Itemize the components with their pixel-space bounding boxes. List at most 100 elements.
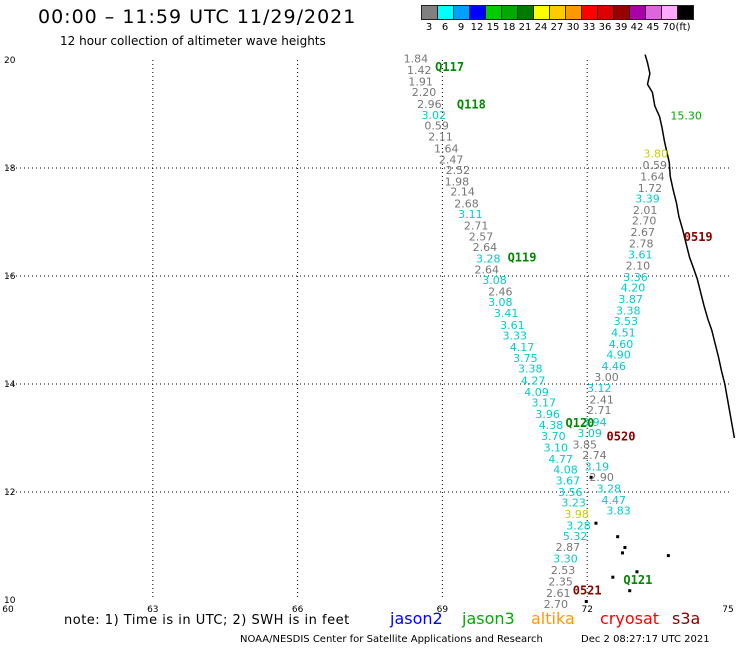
- wave-height-label: 3.38: [616, 304, 641, 317]
- wave-height-label: 2.87: [556, 541, 581, 554]
- wave-height-label: 3.98: [564, 508, 589, 521]
- wave-height-label: 3.85: [573, 438, 598, 451]
- wave-height-label: 4.09: [524, 386, 549, 399]
- island: [623, 546, 627, 549]
- wave-height-label: 4.27: [521, 375, 546, 388]
- pass-label: 0521: [573, 584, 602, 598]
- lat-tick-label: 16: [4, 272, 16, 282]
- wave-height-label: 1.91: [408, 75, 433, 88]
- legend-labels: 3 6 9 12 15 18 21 24 27 30 33 36 39 42 45 70 (ft): [421, 22, 740, 36]
- pass-label: Q118: [457, 98, 486, 112]
- lat-tick-label: 14: [4, 380, 16, 390]
- legend-tick-label: 21: [518, 22, 532, 33]
- wave-height-label: 3.33: [503, 330, 528, 343]
- legend-tick-label: 36: [598, 22, 612, 33]
- wave-height-label: 3.10: [544, 442, 569, 455]
- wave-height-label: 1.64: [434, 142, 459, 155]
- pass-label: Q121: [623, 573, 652, 587]
- mission-label: jason2: [390, 609, 443, 628]
- wave-height-label: 2.67: [630, 226, 655, 239]
- lat-tick-label: 18: [4, 164, 16, 174]
- wave-height-label: 2.90: [589, 471, 614, 484]
- wave-height-label: 1.84: [404, 53, 429, 66]
- coastline: [644, 54, 736, 439]
- legend-tick-label: 12: [470, 22, 484, 33]
- wave-height-label: 3.28: [597, 483, 622, 496]
- wave-height-label: 3.56: [558, 486, 583, 499]
- wave-height-label: 2.61: [546, 587, 571, 600]
- wave-height-label: 2.53: [551, 564, 576, 577]
- wave-height-label: 5.32: [563, 530, 588, 543]
- wave-height-label: 2.74: [582, 449, 607, 462]
- wave-height-label: 0.59: [643, 159, 668, 172]
- credit-text: NOAA/NESDIS Center for Satellite Applica…: [240, 634, 543, 645]
- island: [666, 554, 670, 558]
- mission-label: cryosat: [600, 609, 660, 628]
- color-legend: 3 6 9 12 15 18 21 24 27 30 33 36 39 42 45 70 (ft): [421, 5, 694, 33]
- lon-tick-label: 75: [722, 605, 733, 615]
- wave-height-label: 2.71: [464, 220, 489, 233]
- wave-height-label: 3.28: [566, 519, 591, 532]
- legend-tick-label: 45: [646, 22, 660, 33]
- wave-height-label: 2.20: [412, 86, 437, 99]
- wave-height-label: 3.83: [606, 505, 631, 518]
- wave-height-label: 2.11: [428, 130, 453, 143]
- wave-height-label: 4.46: [601, 360, 626, 373]
- wave-height-label: 3.61: [628, 249, 653, 262]
- wave-height-label: 2.78: [629, 237, 654, 250]
- wave-height-label: 2.68: [454, 197, 479, 210]
- wave-height-label: 3.38: [518, 363, 543, 376]
- legend-tick-label: 24: [534, 22, 548, 33]
- wave-height-label: 3.08: [488, 296, 513, 309]
- wave-height-label: 3.12: [587, 382, 612, 395]
- island: [616, 535, 620, 539]
- legend-tick-label: 9: [457, 22, 465, 33]
- wave-height-label: 2.52: [446, 164, 471, 177]
- wave-height-label: 3.23: [561, 497, 586, 510]
- wave-height-label: 4.60: [609, 338, 634, 351]
- pass-label: 0520: [607, 430, 636, 444]
- lat-tick-label: 20: [4, 56, 16, 66]
- pass-label: Q117: [435, 60, 464, 74]
- island: [589, 475, 593, 479]
- wave-height-label: 4.08: [553, 464, 578, 477]
- legend-tick-label: 42: [630, 22, 644, 33]
- wave-height-label: 3.28: [476, 253, 501, 266]
- wave-height-label: 3.17: [532, 397, 557, 410]
- pass-label: Q120: [566, 416, 595, 430]
- legend-tick-label: 27: [550, 22, 564, 33]
- lat-tick-label: 10: [4, 596, 16, 606]
- wave-height-label: 2.35: [548, 575, 573, 588]
- wave-height-label: 3.61: [500, 319, 525, 332]
- wave-height-label: 3.67: [556, 474, 581, 487]
- wave-height-label: 2.57: [469, 230, 494, 243]
- wave-height-label: 3.53: [614, 315, 639, 328]
- wave-height-label: 3.30: [553, 553, 578, 566]
- lon-tick-label: 63: [147, 605, 158, 615]
- legend-tick-label: 70: [662, 22, 676, 33]
- legend-tick-label: 3: [425, 22, 433, 33]
- wave-height-label: 2.10: [626, 260, 651, 273]
- wave-height-label: 4.90: [606, 349, 631, 362]
- wave-height-label: 3.09: [577, 427, 602, 440]
- wave-height-label: 2.46: [488, 285, 513, 298]
- island: [620, 551, 624, 555]
- wave-height-label: 2.64: [475, 263, 500, 276]
- footer-note: note: 1) Time is in UTC; 2) SWH is in fe…: [64, 613, 350, 628]
- wave-height-label: 4.77: [548, 453, 573, 466]
- legend-tick-label: 39: [614, 22, 628, 33]
- wave-height-label: 3.70: [541, 430, 566, 443]
- wave-height-label: 4.51: [611, 326, 636, 339]
- island: [594, 521, 598, 525]
- wave-height-label: 2.14: [450, 186, 475, 199]
- wave-height-label: 3.11: [458, 208, 483, 221]
- wave-height-label: 3.94: [582, 416, 607, 429]
- wave-height-label: 2.70: [632, 215, 657, 228]
- wave-height-label: 4.38: [539, 419, 564, 432]
- wave-height-label: 1.64: [640, 170, 665, 183]
- map-title: 00:00 – 11:59 UTC 11/29/2021: [38, 6, 357, 28]
- wave-height-label: 2.41: [589, 393, 614, 406]
- wave-height-label: 3.08: [482, 274, 507, 287]
- pass-label: 0519: [684, 230, 713, 244]
